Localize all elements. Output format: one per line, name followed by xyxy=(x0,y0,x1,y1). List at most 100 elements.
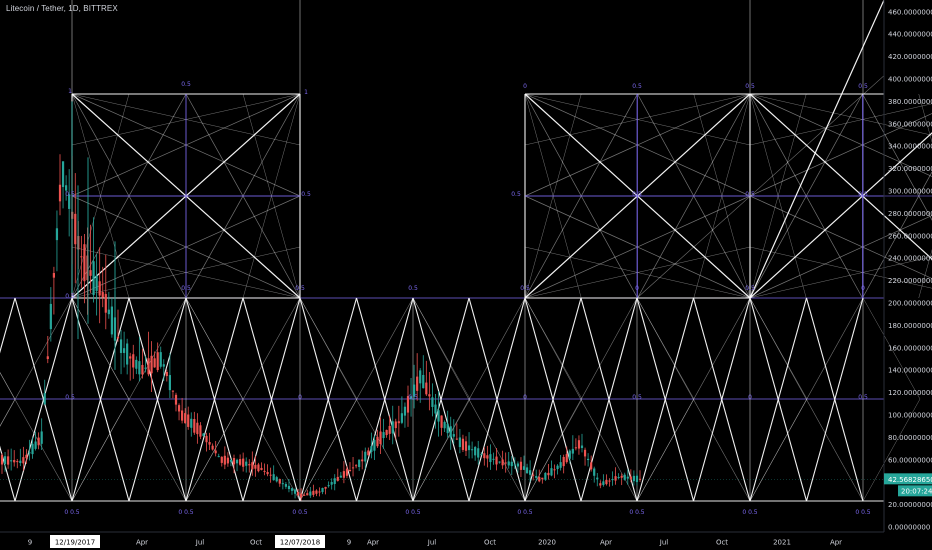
gann-level-label: 0 0.5 xyxy=(517,509,532,516)
candle-body xyxy=(174,394,178,405)
gann-line xyxy=(412,297,526,502)
candle-body xyxy=(568,450,571,459)
gann-line xyxy=(412,297,470,502)
gann-level-label: 0.5 xyxy=(181,81,191,88)
gann-fan-drawings[interactable] xyxy=(0,0,932,502)
candle-body xyxy=(34,441,37,449)
candle-body xyxy=(413,384,416,397)
crosshair-date-box xyxy=(275,535,325,548)
gann-line xyxy=(749,0,885,299)
candle-body xyxy=(547,472,550,476)
gann-line xyxy=(468,297,526,502)
gann-level-label: 0.5 xyxy=(65,191,75,198)
gann-level-label: 0.5 xyxy=(511,191,521,198)
gann-line xyxy=(71,297,187,502)
candle-body xyxy=(229,460,233,462)
gann-line xyxy=(0,398,16,427)
candle-body xyxy=(391,421,394,434)
price-tick-label: 380.00000000 xyxy=(888,98,932,106)
candle-body xyxy=(263,470,266,472)
candle-body xyxy=(181,410,184,421)
gann-line xyxy=(185,297,301,502)
candle-body xyxy=(211,445,214,450)
candle-body xyxy=(501,459,504,466)
price-tick-label: 200.00000000 xyxy=(888,300,932,308)
candle-body xyxy=(385,429,388,436)
last-price-badge xyxy=(884,473,932,485)
gann-line xyxy=(636,297,695,400)
candle-body xyxy=(583,449,587,457)
gann-line xyxy=(299,297,414,502)
price-tick-label: 300.00000000 xyxy=(888,188,932,196)
candle-body xyxy=(492,458,495,460)
time-tick-label: Apr xyxy=(136,539,148,547)
gann-line xyxy=(749,297,808,502)
price-tick-label: 280.00000000 xyxy=(888,210,932,218)
gann-line xyxy=(636,398,695,502)
candle-body xyxy=(532,474,535,476)
candle-body xyxy=(477,448,480,458)
last-price-value: 42.56828650 xyxy=(888,476,932,484)
time-tick-label: 9 xyxy=(28,539,32,547)
candle-body xyxy=(519,461,523,470)
gann-line xyxy=(524,398,583,502)
price-tick-label: 140.00000000 xyxy=(888,367,932,375)
price-tick-label: 80.00000000 xyxy=(888,434,932,442)
gann-line xyxy=(412,398,471,502)
candle-body xyxy=(541,477,544,480)
price-tick-label: 20.00000000 xyxy=(888,501,932,509)
price-tick-label: 180.00000000 xyxy=(888,322,932,330)
candle-body xyxy=(312,490,315,495)
candle-body xyxy=(461,438,465,450)
time-tick-label: 12/07/2018 xyxy=(280,539,320,547)
gann-level-label: 0.5 xyxy=(858,83,868,90)
gann-level-label: 0 xyxy=(523,394,527,401)
candle-body xyxy=(443,421,446,429)
candle-body xyxy=(239,459,242,465)
gann-level-label: 0 0.5 xyxy=(405,509,420,516)
time-axis[interactable]: 9 12/19/2017 Apr Jul Oct 12/07/2018 9 Apr Jul Oct… xyxy=(28,535,842,548)
candle-body xyxy=(513,464,516,466)
chart-title: Litecoin / Tether, 1D, BITTREX xyxy=(6,4,118,13)
gann-line xyxy=(918,249,932,299)
gann-line xyxy=(14,297,73,502)
candle-body xyxy=(321,488,324,493)
candle-body xyxy=(95,275,98,291)
candle-body xyxy=(297,491,300,496)
candle-body xyxy=(193,419,196,433)
gann-level-label: 0.5 xyxy=(858,191,868,198)
candle-body xyxy=(260,467,263,470)
gann-level-label: 0.5 xyxy=(858,394,868,401)
candle-body xyxy=(101,292,104,298)
gann-line xyxy=(692,297,751,502)
gann-line xyxy=(0,372,73,502)
candle-body xyxy=(525,467,529,474)
gann-level-label: 0.5 xyxy=(408,285,418,292)
candle-body xyxy=(119,339,123,353)
candle-body xyxy=(590,462,593,470)
gann-line xyxy=(524,297,638,502)
gann-level-label: 0.5 xyxy=(295,285,305,292)
gann-line xyxy=(185,297,301,502)
gann-line xyxy=(71,297,130,400)
candle-body xyxy=(199,425,202,437)
candle-body xyxy=(205,435,208,443)
candle-body xyxy=(593,468,596,476)
gann-line xyxy=(71,297,187,502)
candle-body xyxy=(309,491,312,496)
price-axis[interactable]: 460.00000000 440.00000000 420.00000000 400.… xyxy=(888,8,932,531)
candle-body xyxy=(254,464,257,469)
price-tick-label: 120.00000000 xyxy=(888,389,932,397)
candle-body xyxy=(220,456,223,463)
candle-body xyxy=(489,454,492,463)
candle-body xyxy=(242,458,245,467)
candle-body xyxy=(394,421,397,429)
candle-body xyxy=(25,454,28,459)
gann-line xyxy=(749,297,808,400)
candle-body xyxy=(455,438,458,440)
candle-body xyxy=(3,456,7,465)
gann-line xyxy=(636,75,885,299)
candle-body xyxy=(123,348,126,353)
candle-body xyxy=(257,464,260,472)
